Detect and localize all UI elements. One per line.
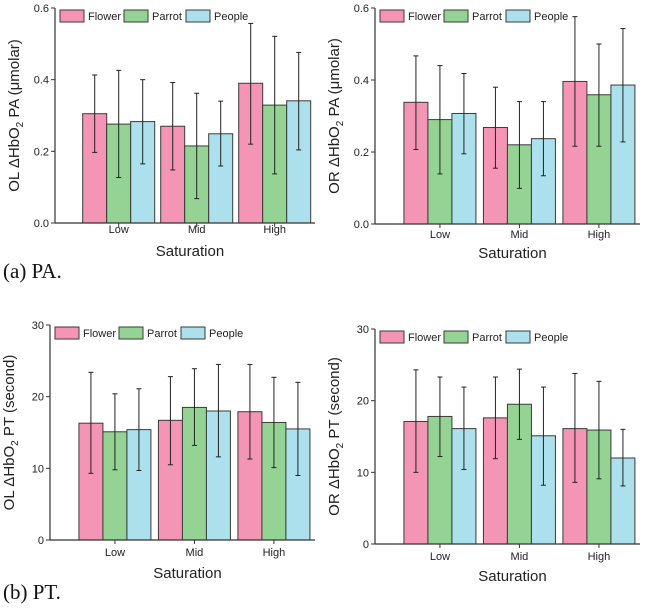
y-axis-label-suffix: PA (μmolar) — [326, 38, 343, 121]
y-tick-label: 30 — [32, 320, 44, 332]
legend-swatch-parrot — [443, 330, 469, 344]
y-axis-label-subscript: 2 — [15, 121, 26, 127]
x-tick-label: Low — [109, 224, 129, 236]
legend-swatch-flower — [59, 9, 85, 23]
legend-label-flower: Flower — [408, 11, 441, 23]
x-tick-label: High — [263, 224, 286, 236]
x-axis-title: Saturation — [478, 568, 546, 582]
y-tick-label: 30 — [357, 324, 369, 336]
y-axis-label-prefix: OL ΔHbO — [6, 127, 23, 191]
x-tick-label: High — [588, 551, 611, 563]
x-tick-label: Mid — [186, 547, 204, 559]
y-axis-label-suffix: PT (second) — [1, 355, 18, 441]
chart-or-pa: OR ΔHbO2 PA (μmolar) 0.0 0.2 0.4 0.6 Low Mid Hi… — [326, 3, 640, 258]
y-tick-label: 0.0 — [34, 218, 49, 230]
y-axis-label-prefix: OR ΔHbO — [326, 448, 343, 516]
y-axis-label-subscript: 2 — [10, 440, 21, 446]
bar-people-low — [451, 428, 477, 545]
legend-swatch-people — [185, 9, 211, 23]
y-axis-label: OL ΔHbO2 PT (second) — [1, 355, 21, 511]
y-axis-label-suffix: PA (μmolar) — [6, 39, 23, 122]
legend-label-people: People — [534, 332, 568, 344]
legend-swatch-flower — [379, 330, 405, 344]
legend-label-flower: Flower — [83, 328, 116, 340]
legend-label-flower: Flower — [88, 11, 121, 23]
legend-label-flower: Flower — [408, 332, 441, 344]
x-tick-label: High — [588, 229, 611, 241]
y-axis-label-subscript: 2 — [335, 442, 346, 448]
y-tick-label: 0.4 — [354, 75, 369, 87]
y-axis-label-suffix: PT (second) — [326, 357, 343, 443]
chart-or-pt: OR ΔHbO2 PT (second) 0 10 20 30 Low Mid High Sat… — [326, 324, 640, 582]
y-tick-label: 0.6 — [354, 3, 369, 15]
x-tick-label: High — [263, 547, 286, 559]
legend-swatch-people — [180, 326, 206, 340]
y-tick-label: 0 — [363, 539, 369, 551]
legend-label-people: People — [209, 328, 243, 340]
x-tick-label: Mid — [511, 229, 529, 241]
legend-label-people: People — [534, 11, 568, 23]
x-axis-title: Saturation — [478, 245, 546, 258]
legend-label-people: People — [214, 11, 248, 23]
y-tick-label: 0.6 — [34, 3, 49, 15]
x-tick-label: Low — [430, 229, 450, 241]
y-axis-label-prefix: OR ΔHbO — [326, 126, 343, 194]
y-tick-label: 0.2 — [34, 146, 49, 158]
caption-pa: (a) PA. — [3, 259, 62, 283]
x-tick-label: Low — [105, 547, 125, 559]
y-tick-label: 20 — [357, 396, 369, 408]
legend-swatch-people — [505, 330, 531, 344]
legend-label-parrot: Parrot — [152, 11, 182, 23]
chart-ol-pa: OL ΔHbO2 PA (μmolar) 0.0 0.2 0.4 0.6 Low Mid Hi… — [6, 3, 315, 258]
legend-swatch-parrot — [118, 326, 144, 340]
legend-swatch-flower — [54, 326, 80, 340]
legend-label-parrot: Parrot — [472, 332, 502, 344]
legend-label-parrot: Parrot — [472, 11, 502, 23]
y-axis-label: OR ΔHbO2 PT (second) — [326, 357, 346, 516]
x-tick-label: Mid — [511, 551, 529, 563]
y-tick-label: 0.4 — [34, 75, 49, 87]
y-tick-label: 10 — [32, 463, 44, 475]
x-tick-label: Low — [430, 551, 450, 563]
legend-label-parrot: Parrot — [147, 328, 177, 340]
legend-swatch-people — [505, 9, 531, 23]
y-tick-label: 0.0 — [354, 219, 369, 231]
x-axis-title: Saturation — [153, 565, 221, 582]
chart-ol-pt: OL ΔHbO2 PT (second) 0 10 20 30 Low Mid High Sat… — [1, 320, 315, 582]
x-axis-title: Saturation — [156, 243, 224, 258]
y-axis-label-subscript: 2 — [335, 120, 346, 126]
legend-swatch-parrot — [123, 9, 149, 23]
y-tick-label: 0.2 — [354, 147, 369, 159]
caption-pt: (b) PT. — [3, 580, 61, 604]
y-axis-label: OL ΔHbO2 PA (μmolar) — [6, 39, 26, 192]
y-tick-label: 10 — [357, 467, 369, 479]
y-tick-label: 0 — [38, 535, 44, 547]
legend-swatch-flower — [379, 9, 405, 23]
y-axis-label: OR ΔHbO2 PA (μmolar) — [326, 38, 346, 194]
legend-swatch-parrot — [443, 9, 469, 23]
x-tick-label: Mid — [188, 224, 206, 236]
y-axis-label-prefix: OL ΔHbO — [1, 446, 18, 510]
y-tick-label: 20 — [32, 392, 44, 404]
bar-parrot-high — [261, 421, 287, 541]
